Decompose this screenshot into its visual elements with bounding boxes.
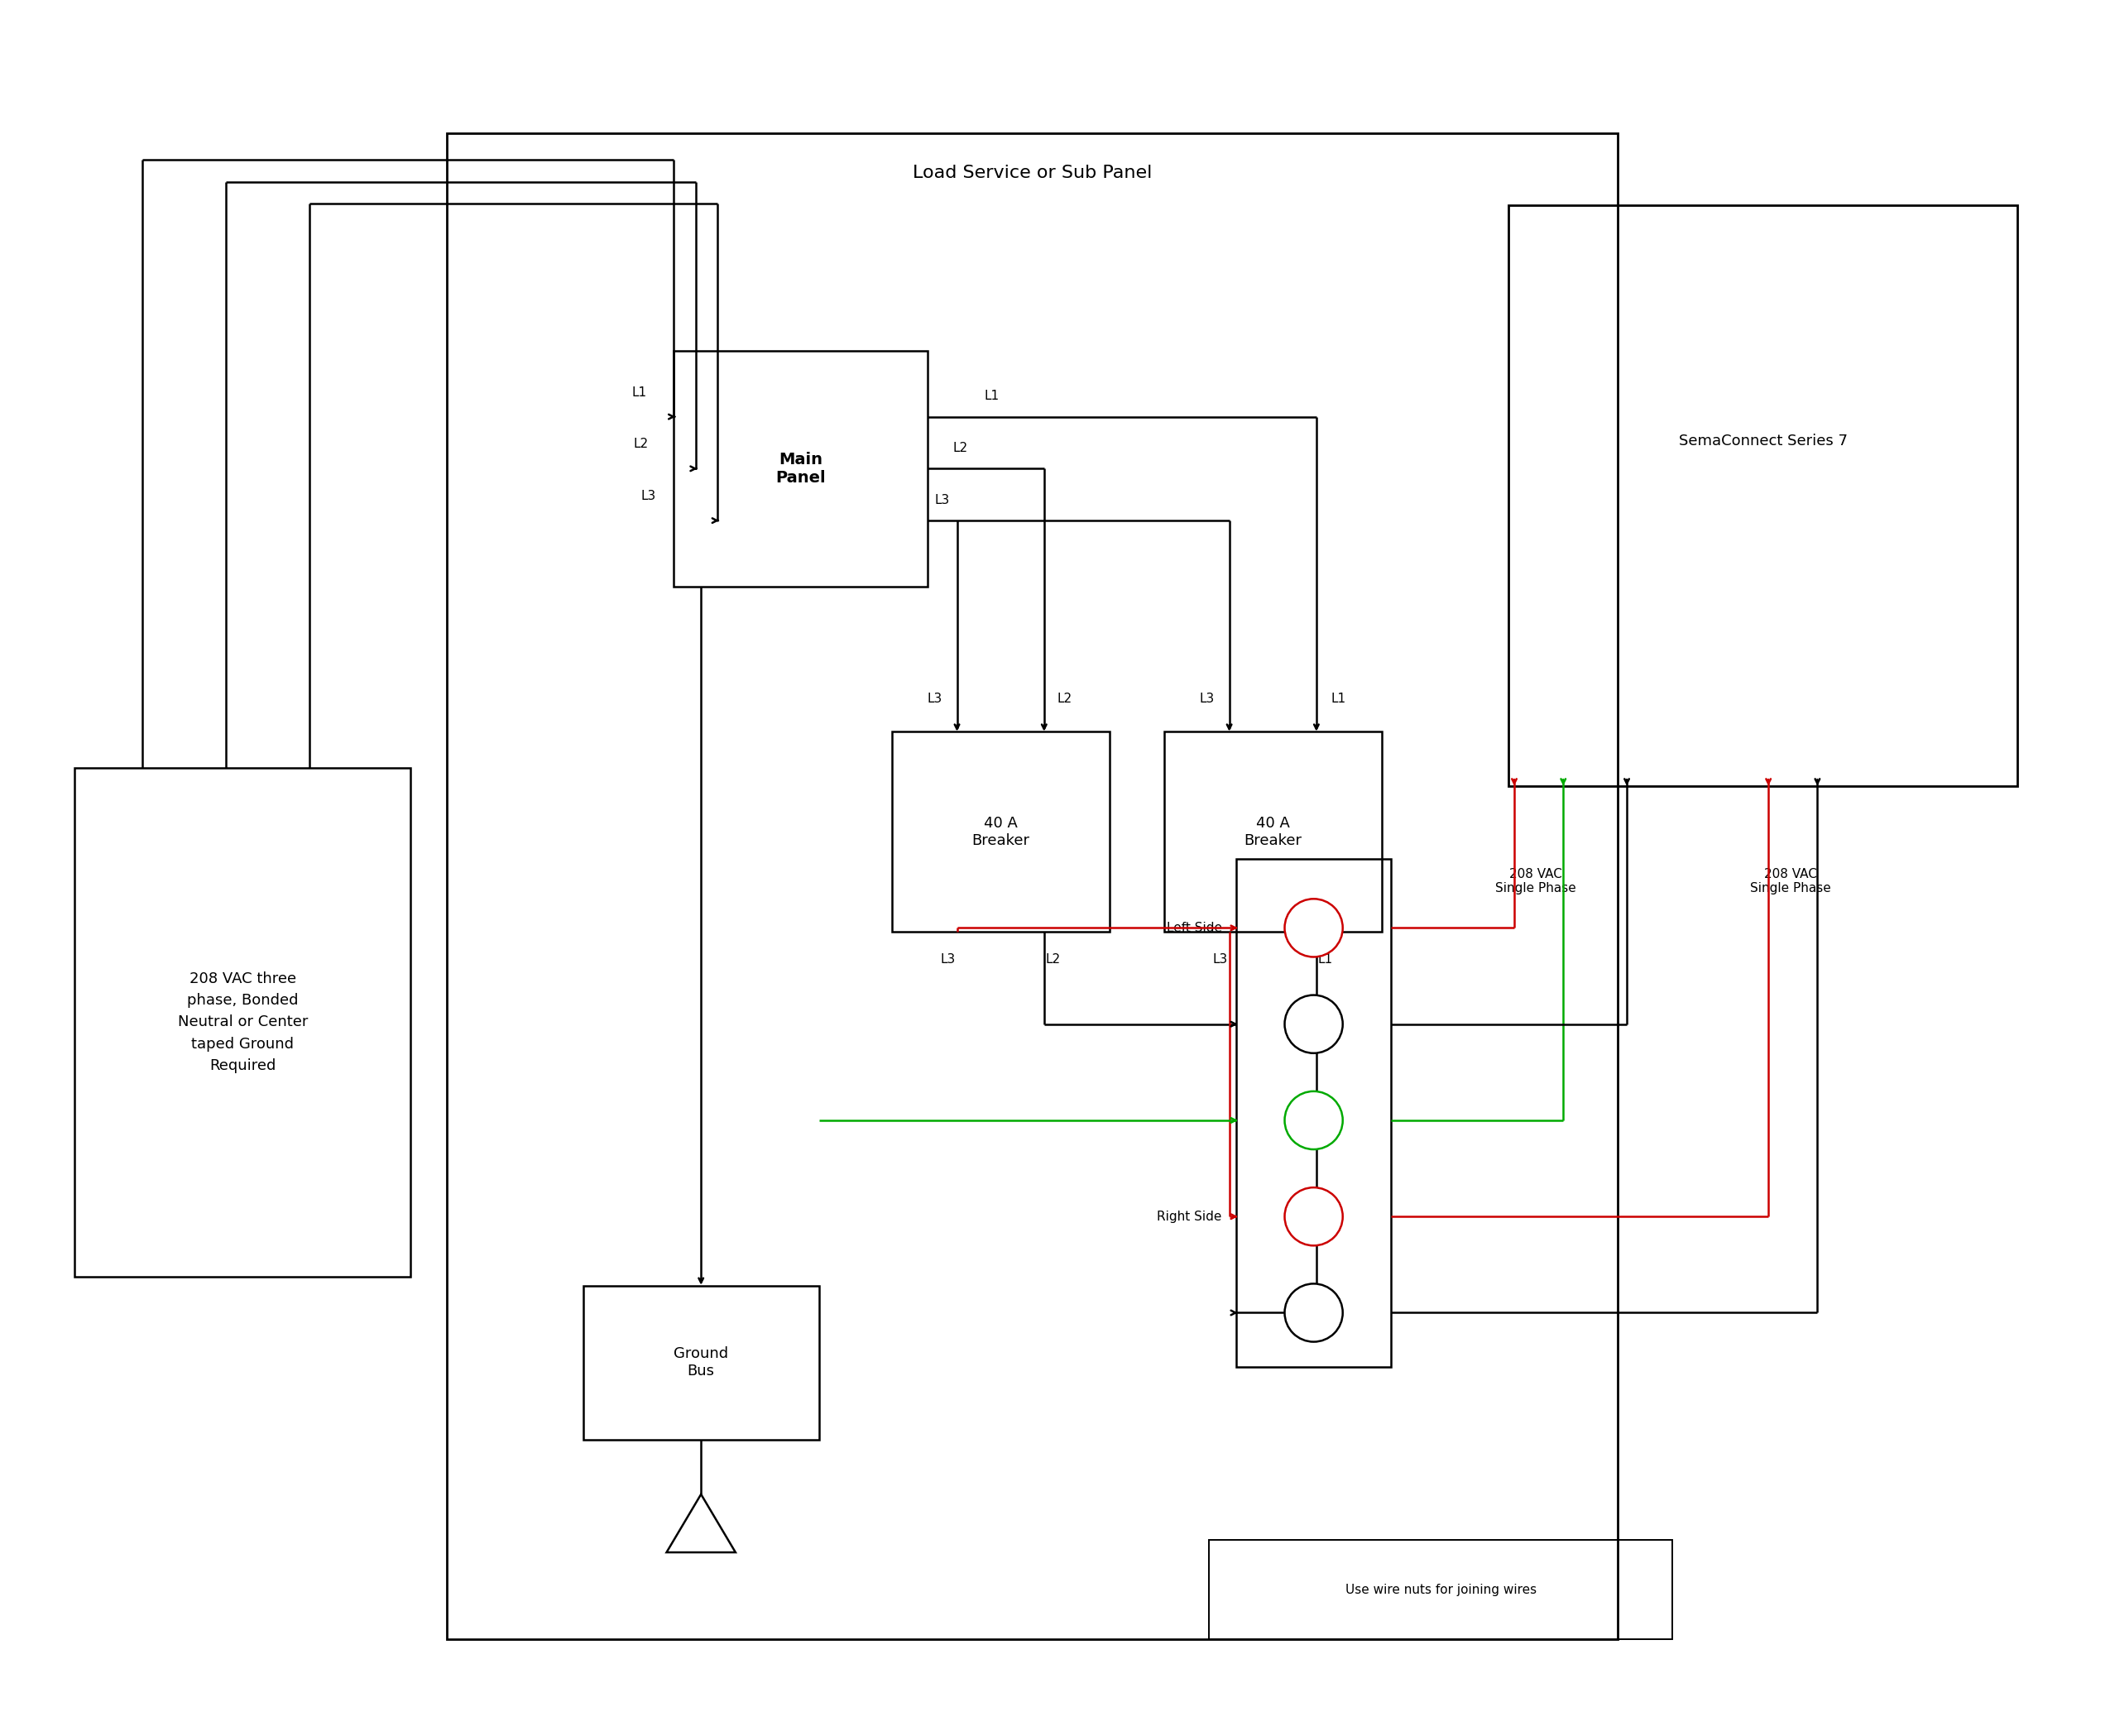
Text: L3: L3 (1201, 693, 1215, 705)
Bar (1509, 205, 2017, 786)
Text: L3: L3 (941, 953, 956, 965)
Circle shape (1285, 1187, 1342, 1245)
Circle shape (1285, 995, 1342, 1054)
Bar (893, 733, 1110, 932)
Text: Left Side: Left Side (1167, 922, 1222, 934)
Bar (1209, 1540, 1673, 1639)
Circle shape (1285, 899, 1342, 957)
Text: L1: L1 (1331, 693, 1346, 705)
Circle shape (1285, 1283, 1342, 1342)
Text: L2: L2 (1047, 953, 1061, 965)
Text: Main
Panel: Main Panel (776, 451, 825, 486)
Text: SemaConnect Series 7: SemaConnect Series 7 (1680, 434, 1848, 450)
Text: Use wire nuts for joining wires: Use wire nuts for joining wires (1344, 1583, 1536, 1595)
Text: L1: L1 (983, 391, 998, 403)
Text: L1: L1 (1319, 953, 1334, 965)
Text: L3: L3 (641, 490, 656, 502)
Text: L2: L2 (1057, 693, 1072, 705)
Bar (582, 1286, 819, 1439)
Text: L2: L2 (954, 441, 968, 455)
Bar (1165, 733, 1382, 932)
Bar (673, 351, 928, 587)
Text: Ground
Bus: Ground Bus (673, 1347, 728, 1378)
Text: 40 A
Breaker: 40 A Breaker (1245, 816, 1302, 847)
Text: L3: L3 (1213, 953, 1228, 965)
Text: Load Service or Sub Panel: Load Service or Sub Panel (914, 165, 1152, 181)
Text: 40 A
Breaker: 40 A Breaker (971, 816, 1030, 847)
Text: Right Side: Right Side (1156, 1210, 1222, 1222)
Circle shape (1285, 1092, 1342, 1149)
Bar (74, 767, 411, 1276)
Text: 208 VAC
Single Phase: 208 VAC Single Phase (1496, 868, 1576, 894)
Text: 208 VAC
Single Phase: 208 VAC Single Phase (1749, 868, 1831, 894)
Text: L3: L3 (935, 493, 949, 505)
Text: L1: L1 (631, 385, 646, 399)
Bar (1236, 859, 1390, 1368)
Text: L2: L2 (633, 437, 648, 450)
Text: 208 VAC three
phase, Bonded
Neutral or Center
taped Ground
Required: 208 VAC three phase, Bonded Neutral or C… (177, 970, 308, 1073)
Bar (447, 134, 1618, 1639)
Text: L3: L3 (928, 693, 943, 705)
